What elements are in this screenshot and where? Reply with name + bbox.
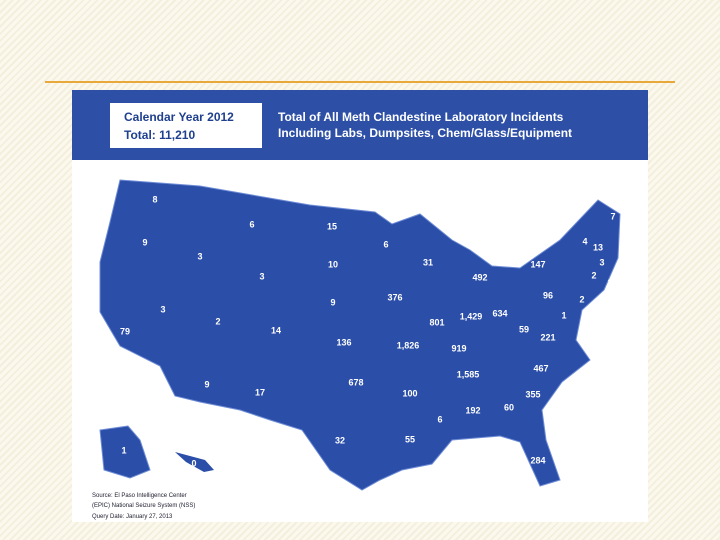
state-count: 0 DC (590, 332, 611, 342)
state-count: 2 (579, 294, 584, 304)
source: Source: El Paso Intelligence Center (92, 493, 187, 499)
state-count: 6 (249, 219, 254, 229)
state-count: 4 (582, 236, 587, 246)
state-count: 2 (215, 316, 220, 326)
state-count: 1,429 (460, 311, 483, 321)
state-count: 9 (330, 297, 335, 307)
state-count: 355 (525, 389, 540, 399)
state-count: 8 (152, 194, 157, 204)
state-count: 136 (336, 337, 351, 347)
state-count: 3 (599, 257, 604, 267)
state-count: 13 (593, 242, 603, 252)
state-count: 55 (405, 434, 415, 444)
total: Total: 11,210 (124, 128, 195, 142)
state-count: 100 (402, 388, 417, 398)
state-count: 678 (348, 377, 363, 387)
source: Query Date: January 27, 2013 (92, 514, 173, 520)
state-count: 376 (387, 292, 402, 302)
state-count: 3 (160, 304, 165, 314)
state-count: 96 (543, 290, 553, 300)
state-count: 2 (591, 270, 596, 280)
header-box (110, 103, 262, 148)
title: Including Labs, Dumpsites, Chem/Glass/Eq… (278, 126, 572, 140)
state-count: 7 (610, 211, 615, 221)
source: (EPIC) National Seizure System (NSS) (92, 503, 195, 509)
state-count: 17 (255, 387, 265, 397)
state-count: 14 (271, 325, 281, 335)
state-count: 147 (530, 259, 545, 269)
state-count: 284 (530, 455, 545, 465)
us-map (99, 179, 621, 491)
state-count: 9 (582, 320, 587, 330)
state-count: 15 (327, 221, 337, 231)
state-count: 634 (492, 308, 507, 318)
state-count: 3 (197, 251, 202, 261)
state-count: 31 (423, 257, 433, 267)
state-count: 10 (328, 259, 338, 269)
state-count: 1 (561, 310, 566, 320)
state-count: 0 (191, 458, 196, 468)
state-count: 192 (465, 405, 480, 415)
state-count: 32 (335, 435, 345, 445)
divider (45, 81, 675, 83)
state-count: 1 (121, 445, 126, 455)
state-count: 9 (204, 379, 209, 389)
state-count: 1 (607, 277, 612, 287)
state-count: 801 (429, 317, 444, 327)
state-count: 1,826 (397, 340, 420, 350)
hawaii (175, 452, 214, 472)
state-count: 79 (120, 326, 130, 336)
alaska (99, 425, 151, 479)
state-count: 6 (437, 414, 442, 424)
state-count: 6 (383, 239, 388, 249)
state-count: 467 (533, 363, 548, 373)
title: Total of All Meth Clandestine Laboratory… (278, 110, 564, 124)
year: Calendar Year 2012 (124, 110, 234, 124)
state-count: 9 (142, 237, 147, 247)
state-count: 221 (540, 332, 555, 342)
state-count: 919 (451, 343, 466, 353)
state-count: 1,585 (457, 369, 480, 379)
state-count: 59 (519, 324, 529, 334)
state-count: 492 (472, 272, 487, 282)
state-count: 3 (259, 271, 264, 281)
state-count: 60 (504, 402, 514, 412)
